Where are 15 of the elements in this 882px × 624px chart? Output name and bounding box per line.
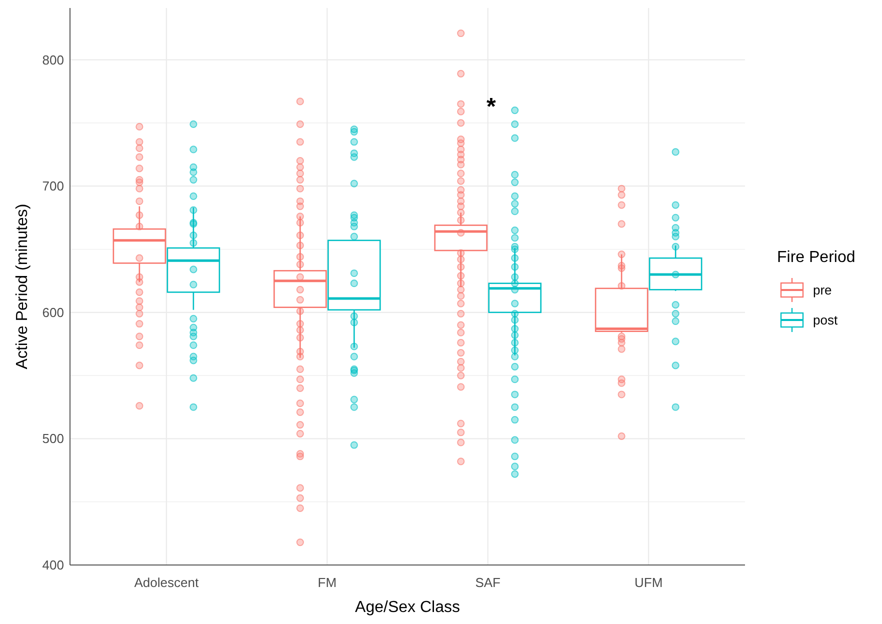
legend-label: pre <box>813 282 832 298</box>
y-tick-label: 700 <box>42 178 64 194</box>
y-tick-label: 800 <box>42 52 64 68</box>
y-tick-label: 600 <box>42 304 64 320</box>
y-axis-title: Active Period (minutes) <box>14 204 31 370</box>
x-tick-label: FM <box>318 575 337 590</box>
y-tick-label: 400 <box>42 558 64 573</box>
y-tick-label: 500 <box>42 431 64 446</box>
legend-label: post <box>813 312 838 328</box>
x-tick-label: Adolescent <box>134 575 199 590</box>
x-tick-label: UFM <box>634 575 663 590</box>
annotation: * <box>486 93 497 120</box>
x-tick-label: SAF <box>475 575 501 590</box>
x-axis-title: Age/Sex Class <box>355 599 460 616</box>
legend-title: Fire Period <box>777 249 856 266</box>
